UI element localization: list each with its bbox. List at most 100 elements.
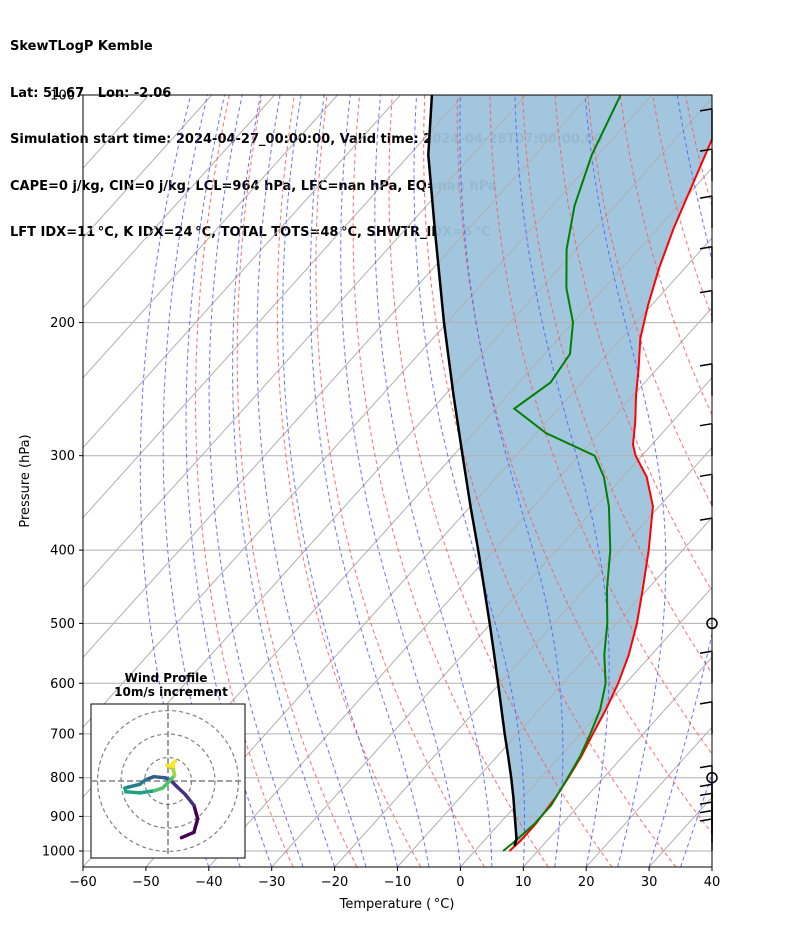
dewpoint-profile-line [502, 95, 622, 852]
x-tick-label: −50 [132, 875, 159, 890]
wind-barb-flag [699, 363, 713, 367]
dry-adiabat [456, 95, 712, 834]
wind-barb-flag [699, 422, 713, 427]
dry-adiabat [684, 95, 712, 208]
x-tick-label: 40 [704, 875, 721, 890]
wind-barb-flag [699, 473, 713, 478]
moist-adiabat [340, 95, 461, 867]
hodograph-title: Wind Profile [125, 671, 208, 685]
wind-barb-flag [699, 517, 713, 521]
x-tick-label: 20 [578, 875, 595, 890]
location-line: Lat: 51.67 Lon: -2.06 [10, 85, 172, 101]
moist-adiabat [208, 95, 304, 867]
x-tick-label: −60 [69, 875, 96, 890]
moist-adiabat [309, 95, 430, 867]
moist-adiabat [459, 95, 564, 867]
hodograph-plot [91, 704, 245, 858]
y-tick-label: 600 [50, 677, 75, 692]
moist-adiabat [256, 95, 367, 867]
moist-adiabat [711, 865, 712, 867]
dry-adiabat [388, 95, 613, 867]
isotherm-line [775, 95, 794, 867]
isotherm-line [83, 95, 653, 728]
isotherm-line [145, 237, 712, 867]
dry-adiabat [619, 95, 712, 416]
isotherm-line [83, 95, 527, 589]
wind-barb-flag [699, 801, 713, 805]
y-tick-label: 200 [50, 316, 75, 331]
hodograph-inset: Wind Profile 10m/s increment [90, 671, 246, 859]
hodograph-segment [170, 759, 178, 766]
dry-adiabat [718, 95, 794, 867]
isotherm-line [334, 446, 712, 867]
isotherm-line [83, 95, 590, 659]
dry-adiabat [423, 95, 677, 867]
y-tick-label: 800 [50, 771, 75, 786]
dry-adiabat [751, 95, 794, 867]
plot-area [83, 95, 794, 867]
wind-barbs [699, 108, 718, 851]
profile-lines [427, 95, 712, 852]
chart-title: SkewTLogP Kemble [10, 39, 153, 54]
hodograph-segment [138, 788, 157, 795]
y-tick-label: 900 [50, 810, 75, 825]
wind-barb-flag [699, 245, 713, 250]
wind-barb-flag [699, 195, 713, 199]
x-tick-label: −30 [258, 875, 285, 890]
dry-adiabat [587, 95, 712, 507]
moist-adiabat [185, 95, 273, 867]
hodograph-subtitle: 10m/s increment [114, 685, 228, 699]
wind-barb-flag [699, 701, 713, 705]
isotherm-line [271, 377, 712, 867]
x-tick-label: 30 [641, 875, 658, 890]
hodograph-segment [174, 784, 188, 797]
isotherm-line [83, 95, 338, 379]
moist-adiabat [232, 95, 336, 867]
axis-ticks: −60 −50 −40 −30 −20 −10 0 10 20 30 40 1000 900 800 700… [42, 89, 720, 891]
wind-barb-flag [699, 764, 713, 769]
y-tick-label: 1000 [42, 844, 75, 859]
hodograph-segment [152, 774, 167, 780]
moist-adiabats [139, 95, 712, 867]
dry-adiabat [276, 95, 422, 867]
wind-barb-flag [699, 818, 713, 822]
isotherm-line [585, 726, 712, 867]
moist-adiabat [413, 95, 525, 867]
dry-adiabat [315, 95, 485, 867]
moist-adiabat [282, 95, 398, 867]
x-tick-label: 0 [456, 875, 464, 890]
y-tick-label: 300 [50, 449, 75, 464]
wind-barb-flag [699, 289, 713, 294]
y-tick-label: 100 [50, 89, 75, 104]
hodograph-segment [192, 817, 200, 835]
y-tick-label: 700 [50, 727, 75, 742]
y-tick-label: 400 [50, 544, 75, 559]
moist-adiabat [374, 95, 493, 867]
isotherm-line [83, 95, 464, 519]
isotherm-line [460, 586, 712, 867]
moist-adiabat [514, 95, 610, 867]
isotherm-line [83, 95, 275, 309]
isotherm-line [522, 656, 712, 867]
wind-barb-flag [699, 108, 713, 112]
calm-wind-marker [706, 617, 718, 630]
cape-cin-shading [428, 95, 712, 851]
dry-adiabat [489, 95, 712, 755]
wind-barb-flag [699, 809, 713, 814]
hodograph-segment [183, 792, 196, 808]
hodograph-segment [192, 803, 200, 821]
x-tick-label: −40 [195, 875, 222, 890]
dry-adiabat [522, 95, 712, 675]
x-tick-label: −20 [321, 875, 348, 890]
shaded-region [428, 95, 712, 851]
dry-adiabat [783, 95, 794, 867]
wind-barb-flag [699, 650, 713, 655]
wind-barb-flag [699, 783, 713, 788]
wind-barb-flag [699, 792, 713, 797]
isotherm-line [397, 516, 712, 867]
hodograph-segment [124, 790, 142, 795]
x-tick-label: −10 [384, 875, 411, 890]
isotherm-line [83, 95, 401, 449]
parcel-profile-line [427, 95, 518, 847]
